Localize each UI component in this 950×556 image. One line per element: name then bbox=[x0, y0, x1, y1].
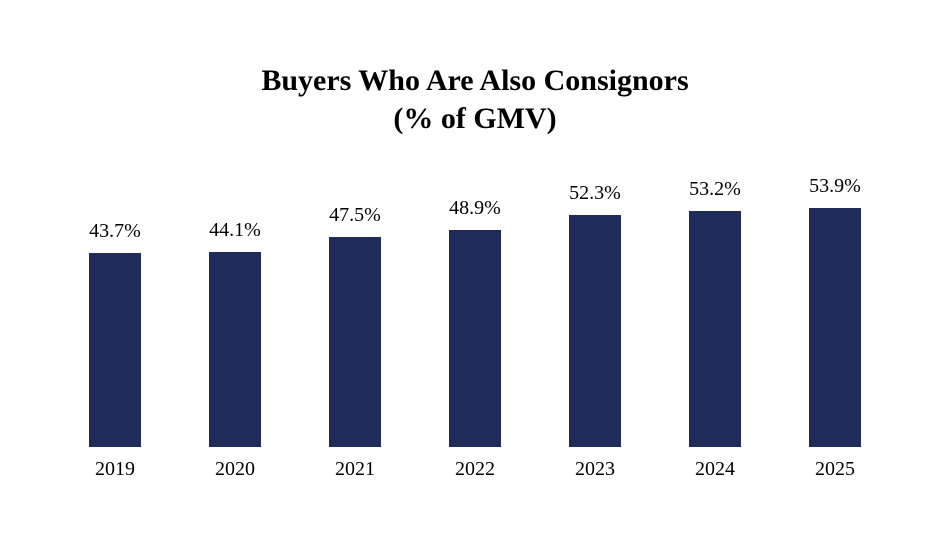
bar bbox=[449, 230, 501, 447]
bar bbox=[89, 253, 141, 447]
bar-value-label: 53.9% bbox=[809, 175, 861, 197]
x-tick-label: 2025 bbox=[815, 458, 855, 480]
bar-column: 53.2% bbox=[660, 178, 770, 447]
bar-value-label: 48.9% bbox=[449, 197, 501, 219]
bar-column: 53.9% bbox=[780, 175, 890, 447]
bar-column: 44.1% bbox=[180, 219, 290, 447]
x-tick-label: 2021 bbox=[335, 458, 375, 480]
x-tick-label: 2019 bbox=[95, 458, 135, 480]
bar-value-label: 53.2% bbox=[689, 178, 741, 200]
bar-column: 47.5% bbox=[300, 204, 410, 447]
bar-column: 43.7% bbox=[60, 220, 170, 447]
chart-subtitle: (% of GMV) bbox=[393, 101, 557, 135]
chart-title: Buyers Who Are Also Consignors bbox=[261, 64, 689, 97]
bar bbox=[809, 208, 861, 447]
bar bbox=[329, 237, 381, 447]
x-tick-label: 2024 bbox=[695, 458, 735, 480]
bar bbox=[569, 215, 621, 447]
bar-value-label: 47.5% bbox=[329, 204, 381, 226]
bar-value-label: 52.3% bbox=[569, 182, 621, 204]
x-axis-labels: 2019 2020 2021 2022 2023 2024 2025 bbox=[60, 458, 890, 481]
bar bbox=[209, 252, 261, 447]
chart-title-block: Buyers Who Are Also Consignors (% of GMV… bbox=[0, 62, 950, 137]
bar bbox=[689, 211, 741, 447]
bar-value-label: 44.1% bbox=[209, 219, 261, 241]
bar-column: 48.9% bbox=[420, 197, 530, 447]
plot-area: 43.7% 44.1% 47.5% 48.9% 52.3% 53.2% 53.9% bbox=[60, 160, 890, 447]
x-tick-label: 2023 bbox=[575, 458, 615, 480]
x-tick-label: 2020 bbox=[215, 458, 255, 480]
bar-value-label: 43.7% bbox=[89, 220, 141, 242]
bar-column: 52.3% bbox=[540, 182, 650, 447]
x-tick-label: 2022 bbox=[455, 458, 495, 480]
